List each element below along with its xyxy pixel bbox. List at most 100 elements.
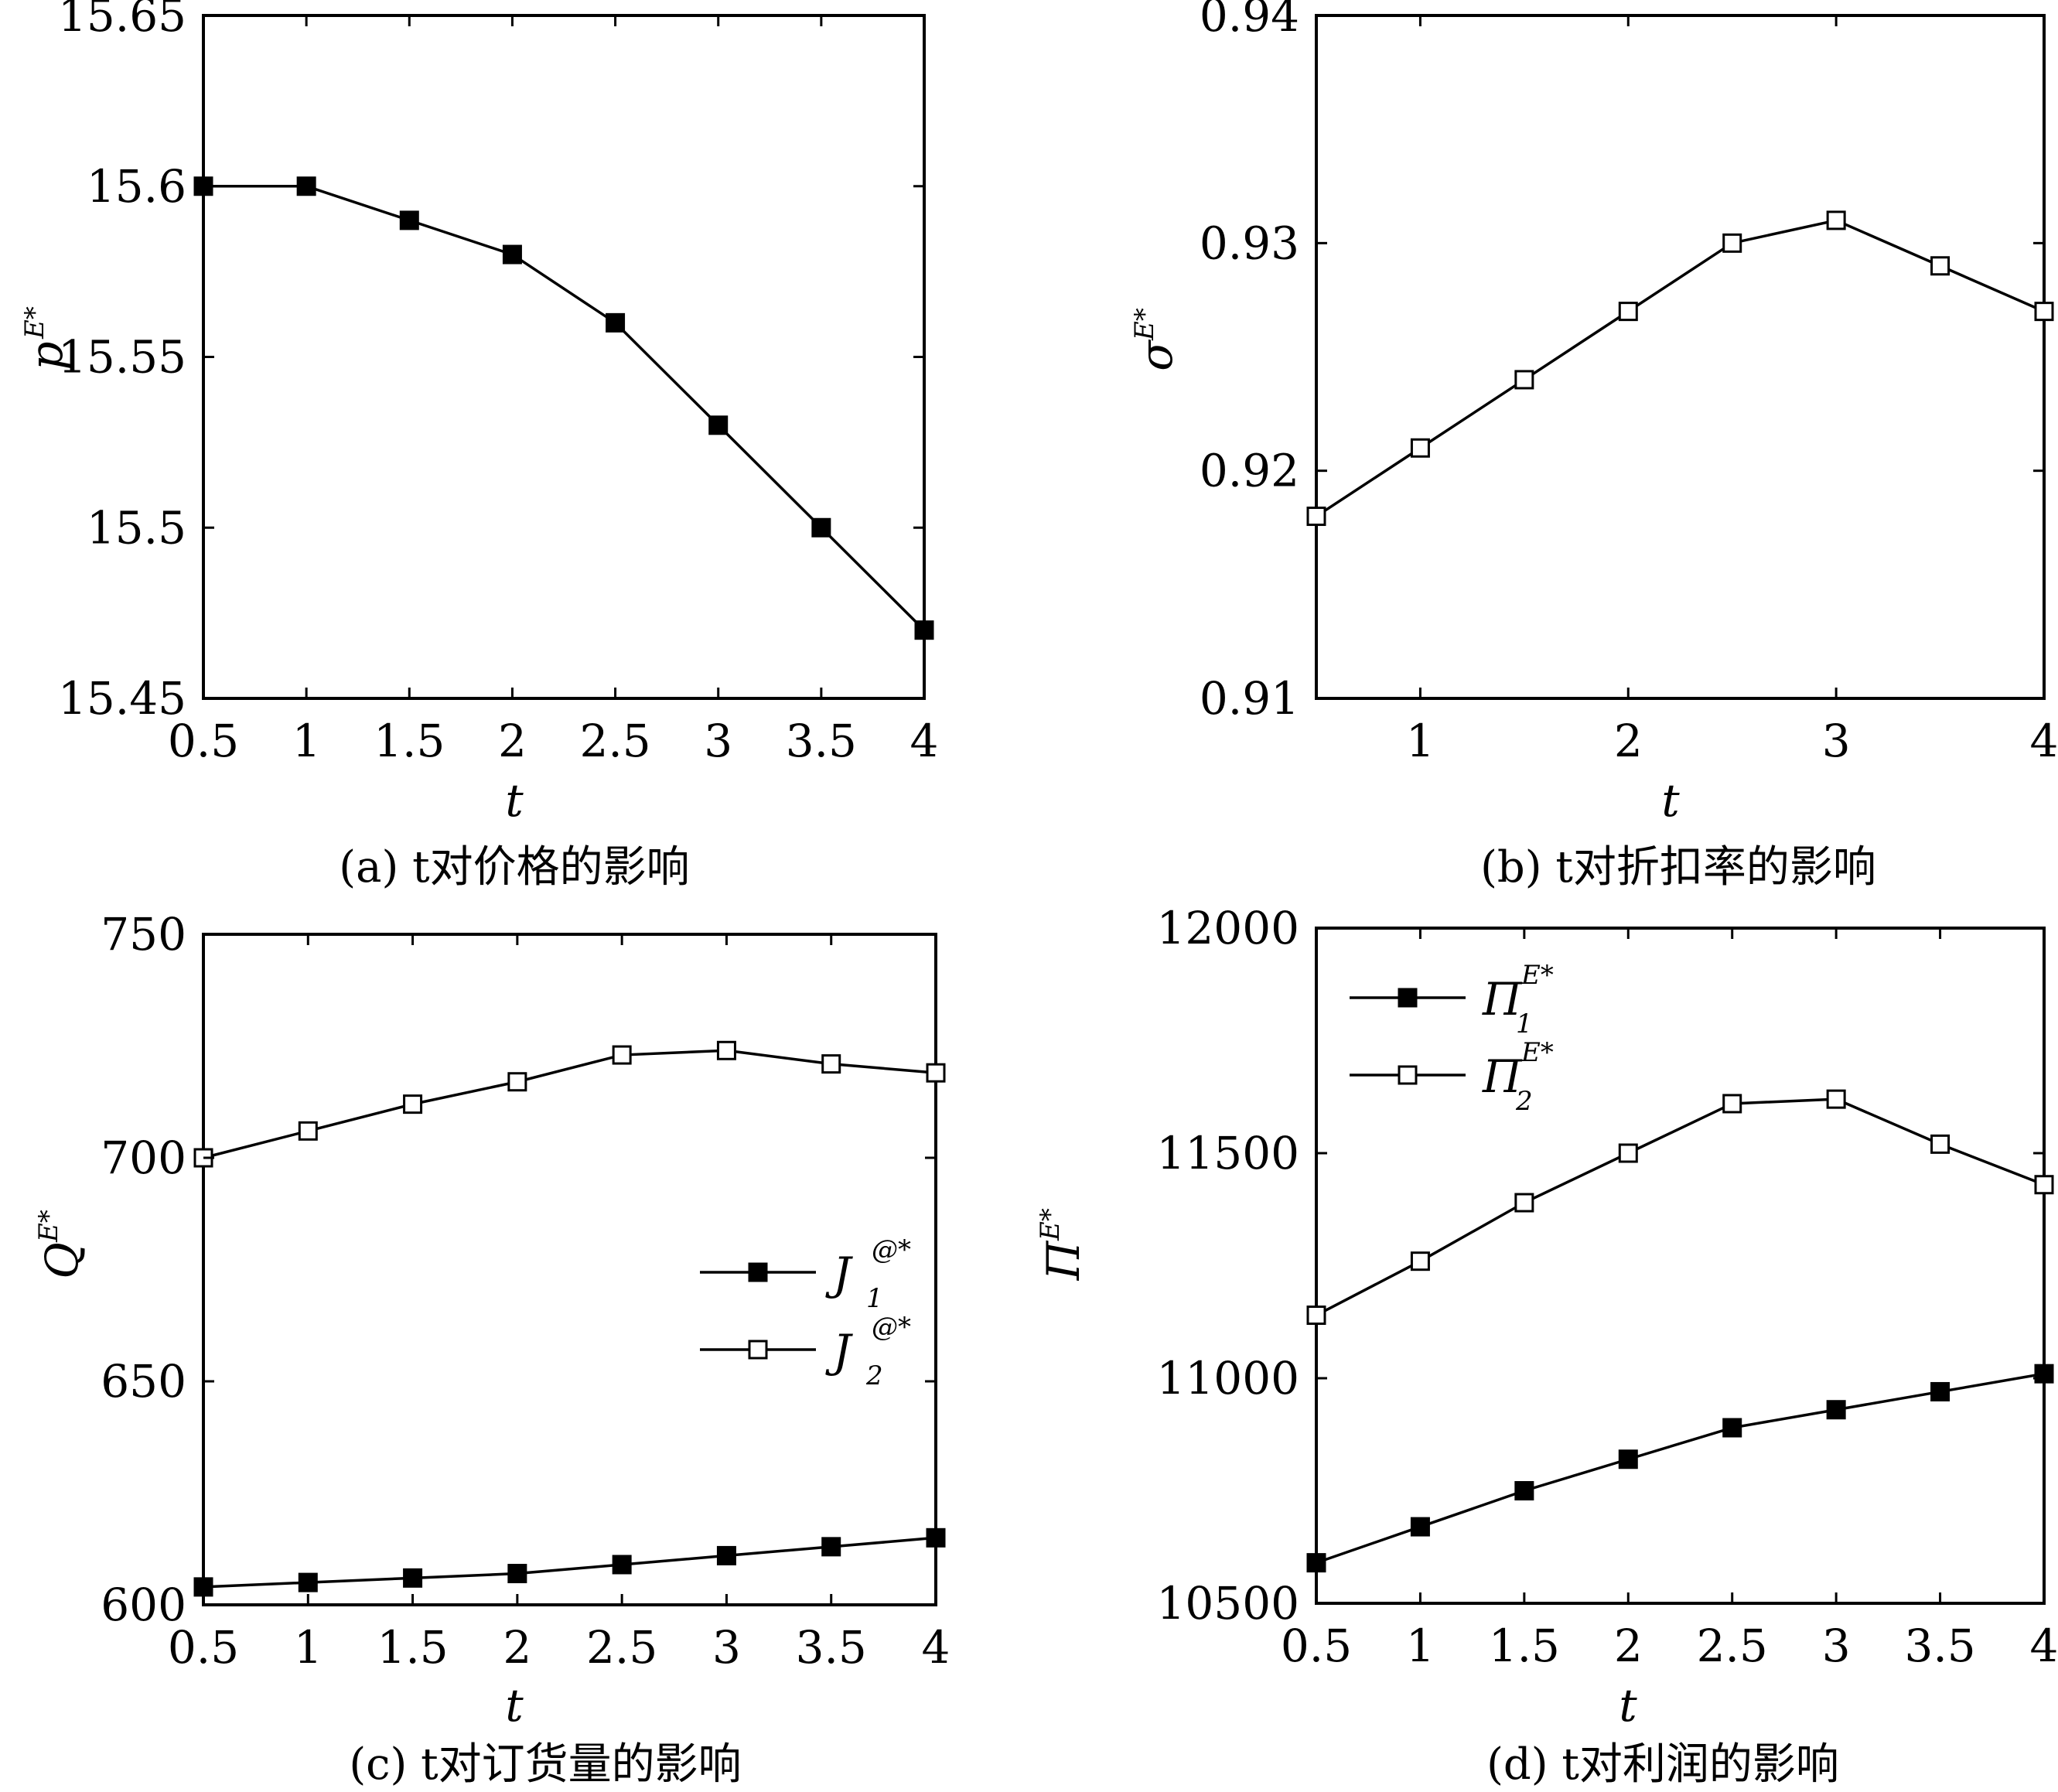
plot-frame-b bbox=[1315, 14, 2046, 700]
x-tick-label-d: 0.5 bbox=[1281, 1620, 1352, 1672]
x-tick-label-b: 2 bbox=[1614, 715, 1643, 767]
ticks-c: 0.5 1 1.5 2 2.5 3 3.5 4 600 650 700 750 bbox=[101, 908, 950, 1674]
y-axis-label-a: p E* bbox=[19, 306, 73, 370]
y-tick-label-b: 0.93 bbox=[1200, 217, 1299, 269]
legend-marker-d-2 bbox=[1398, 1065, 1418, 1085]
panel-a: 0.5 1 1.5 2 2.5 3 3.5 415.4515.515.5515.615.65 … bbox=[19, 0, 938, 893]
y-tick-label-b: 0.91 bbox=[1200, 672, 1299, 725]
legend-sup-d-2: E* bbox=[1520, 1037, 1554, 1068]
x-tick-label-b: 3 bbox=[1822, 715, 1851, 767]
data-point-d-1 bbox=[1930, 1381, 1950, 1401]
plot-frame-a bbox=[202, 14, 926, 700]
data-point-d-1 bbox=[1618, 1449, 1638, 1469]
data-point-b-1 bbox=[1410, 438, 1430, 458]
legend-sup-c-2: @* bbox=[872, 1312, 911, 1343]
y-tick-label-c: 600 bbox=[101, 1579, 186, 1631]
data-point-b-1 bbox=[1514, 370, 1534, 390]
x-tick-label-c: 1.5 bbox=[377, 1621, 448, 1674]
y-axis-label-a-sup: E* bbox=[19, 306, 50, 340]
series-line-d-1 bbox=[1316, 1372, 2045, 1565]
data-point-d-2 bbox=[1306, 1306, 1326, 1326]
x-tick-label-d: 3.5 bbox=[1904, 1620, 1975, 1672]
data-point-a-1 bbox=[708, 415, 729, 435]
y-tick-label-b: 0.94 bbox=[1200, 0, 1299, 42]
y-tick-label-a: 15.45 bbox=[58, 672, 186, 725]
data-point-d-2 bbox=[2034, 1175, 2054, 1195]
data-point-d-1 bbox=[2034, 1364, 2054, 1384]
data-point-d-2 bbox=[1410, 1251, 1430, 1271]
data-point-d-2 bbox=[1722, 1094, 1742, 1114]
y-axis-label-b-base: σ bbox=[1130, 340, 1183, 371]
x-tick-label-a: 1.5 bbox=[374, 715, 445, 767]
x-tick-label-a: 2 bbox=[498, 715, 527, 767]
y-tick-label-a: 15.65 bbox=[58, 0, 186, 42]
y-tick-label-a: 15.6 bbox=[87, 160, 186, 213]
ticks-d: 0.5 1 1.5 2 2.5 3 3.5 4 10500 11000 11500 12000 bbox=[1156, 902, 2058, 1672]
legend-d: Π1E*Π2E* bbox=[1350, 960, 1554, 1117]
data-point-b-1 bbox=[1826, 210, 1846, 230]
y-tick-label-d: 10500 bbox=[1156, 1577, 1299, 1630]
y-tick-label-d: 12000 bbox=[1156, 902, 1299, 954]
data-point-b-1 bbox=[1306, 507, 1326, 527]
panel-b: 1 2 3 4 0.91 0.92 0.93 0.94 t σ E* (b) t对折扣率的影响 bbox=[1129, 0, 2058, 893]
data-point-d-2 bbox=[1514, 1193, 1534, 1213]
x-tick-label-c: 1 bbox=[294, 1621, 323, 1674]
y-tick-label-c: 750 bbox=[101, 908, 186, 961]
y-axis-label-d-base: Π bbox=[1037, 1240, 1090, 1281]
data-point-d-1 bbox=[1514, 1481, 1534, 1500]
data-point-c-2 bbox=[612, 1045, 632, 1065]
data-point-d-1 bbox=[1722, 1418, 1742, 1438]
series-line-b-1 bbox=[1316, 219, 2045, 517]
x-tick-label-c: 4 bbox=[922, 1621, 951, 1674]
x-tick-label-d: 2.5 bbox=[1697, 1620, 1768, 1672]
x-tick-label-d: 1.5 bbox=[1489, 1620, 1560, 1672]
x-axis-label-d: t bbox=[1619, 1679, 1637, 1732]
data-point-a-1 bbox=[502, 244, 522, 265]
y-axis-label-d-sup: E* bbox=[1035, 1208, 1066, 1241]
series-line-c-1 bbox=[203, 1536, 937, 1589]
data-point-c-2 bbox=[821, 1054, 841, 1074]
plot-frame-d bbox=[1315, 927, 2046, 1605]
ticks-b: 1 2 3 4 0.91 0.92 0.93 0.94 bbox=[1200, 0, 2058, 767]
series-line-c-2 bbox=[203, 1049, 937, 1159]
x-tick-label-d: 1 bbox=[1406, 1620, 1435, 1672]
caption-d: (d) t对利润的影响 bbox=[1486, 1739, 1839, 1790]
data-point-c-1 bbox=[193, 1577, 213, 1597]
x-tick-label-a: 3.5 bbox=[786, 715, 857, 767]
x-axis-label-a: t bbox=[505, 774, 524, 827]
data-point-d-1 bbox=[1306, 1553, 1326, 1573]
x-axis-label-b: t bbox=[1661, 774, 1680, 827]
legend-label-c-2: J bbox=[825, 1325, 853, 1377]
x-tick-label-d: 4 bbox=[2030, 1620, 2058, 1672]
data-point-b-1 bbox=[1930, 256, 1950, 276]
data-point-c-1 bbox=[403, 1568, 423, 1588]
y-axis-label-b: σ E* bbox=[1129, 308, 1183, 371]
data-point-c-1 bbox=[612, 1555, 632, 1575]
caption-b: (b) t对折扣率的影响 bbox=[1480, 842, 1876, 893]
legend-c: J 1@*J 2@* bbox=[700, 1234, 911, 1391]
data-point-d-2 bbox=[1826, 1089, 1846, 1109]
x-tick-label-c: 2 bbox=[503, 1621, 531, 1674]
x-tick-label-a: 1 bbox=[292, 715, 321, 767]
x-tick-label-a: 4 bbox=[910, 715, 939, 767]
data-point-a-1 bbox=[811, 517, 831, 538]
data-point-c-1 bbox=[821, 1537, 841, 1557]
y-tick-label-a: 15.55 bbox=[58, 331, 186, 384]
legend-marker-d-1 bbox=[1398, 988, 1418, 1008]
data-point-b-1 bbox=[1618, 302, 1638, 322]
legend-label-d-2: Π bbox=[1482, 1050, 1523, 1103]
data-point-c-2 bbox=[507, 1072, 527, 1092]
data-point-d-2 bbox=[1930, 1134, 1950, 1154]
data-point-b-1 bbox=[1722, 233, 1742, 253]
x-tick-label-a: 2.5 bbox=[579, 715, 650, 767]
legend-sup-c-1: @* bbox=[872, 1234, 911, 1265]
data-point-a-1 bbox=[606, 312, 626, 333]
marks-a bbox=[193, 176, 934, 640]
plot-frame-c bbox=[202, 933, 937, 1606]
legend-marker-c-2 bbox=[748, 1340, 768, 1360]
data-point-c-1 bbox=[298, 1572, 318, 1592]
y-tick-label-c: 650 bbox=[101, 1355, 186, 1408]
data-point-c-2 bbox=[716, 1040, 736, 1060]
